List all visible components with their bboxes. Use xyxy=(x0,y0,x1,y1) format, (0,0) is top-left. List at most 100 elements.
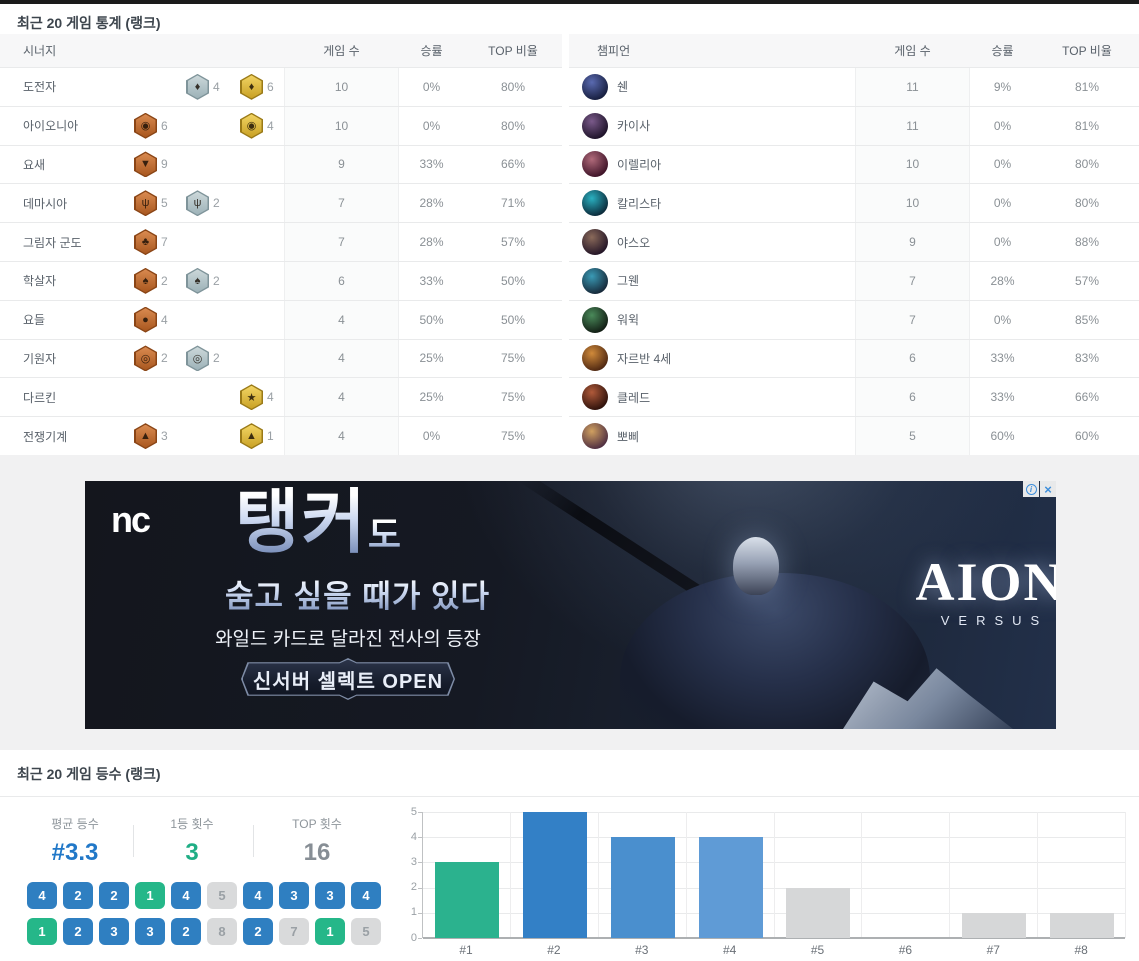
synergy-games-cell: 9 xyxy=(284,145,399,184)
champion-name-label: 쉔 xyxy=(617,80,629,95)
champion-winrate-cell: 33% xyxy=(990,351,1015,366)
chart-y-tick xyxy=(418,862,422,864)
champion-top-cell: 81% xyxy=(1074,79,1100,94)
demacia-trait-icon: ψ xyxy=(193,197,202,210)
recent-placements-section: 최근 20 게임 등수 (랭크) 평균 등수 #3.3 1등 횟수 3 TOP … xyxy=(0,750,1139,961)
champion-header-top: TOP 비율 xyxy=(1062,44,1112,58)
ionia-trait-icon: ◉ xyxy=(240,112,263,139)
stats-section-title: 최근 20 게임 통계 (랭크) xyxy=(17,15,161,31)
trait-badge-bg xyxy=(135,346,156,370)
chart-x-axis-label: #4 xyxy=(722,943,737,957)
chart-bar xyxy=(610,837,675,938)
placement-badge: 4 xyxy=(351,882,381,909)
champion-top-cell: 57% xyxy=(1074,273,1100,288)
yordle-trait-icon: ● xyxy=(142,313,149,326)
trait-badge-bg xyxy=(135,269,156,293)
trait-badge-bg xyxy=(135,191,156,215)
chart-y-tick xyxy=(418,912,422,914)
synergy-games-cell: 4 xyxy=(284,339,399,378)
placement-badge: 1 xyxy=(315,918,345,945)
champion-winrate-cell: 33% xyxy=(990,390,1015,405)
trait-badge: ♣ 7 xyxy=(134,229,168,256)
first-place-label: 1등 횟수 xyxy=(170,817,214,831)
champion-winrate-cell: 9% xyxy=(993,79,1012,94)
juggernaut-trait-icon: ▲ xyxy=(140,430,151,443)
trait-badge: ◎ 2 xyxy=(186,345,220,372)
synergy-winrate-cell: 50% xyxy=(419,312,444,327)
synergy-table-header: 시너지 게임 수 승률 TOP 비율 xyxy=(0,34,562,67)
trait-badge-bg xyxy=(187,346,208,370)
champion-games-cell: 10 xyxy=(855,145,970,184)
chart-x-axis-label: #6 xyxy=(898,943,913,957)
chart-y-axis-label: 5 xyxy=(410,805,417,818)
synergy-top-cell: 66% xyxy=(500,157,526,172)
shadow-isles-trait-icon: ♣ xyxy=(141,236,150,249)
champion-winrate-cell: 0% xyxy=(993,118,1012,133)
ad-close-glyph: × xyxy=(1044,481,1052,497)
synergy-name: 요새 ▼ 9 xyxy=(0,146,284,184)
champion-name-label: 자르반 4세 xyxy=(617,351,672,366)
synergy-top-cell: 75% xyxy=(500,351,526,366)
champion-table-row: 카이사 11 0% 81% xyxy=(569,105,1139,145)
ad-banner[interactable]: nc 탱커 도 숨고 싶을 때가 있다 와일드 카드로 달라진 전사의 등장 신… xyxy=(85,481,1056,729)
trait-badge-bg xyxy=(241,114,262,138)
trait-badge: ◉ 6 xyxy=(134,112,168,139)
synergy-winrate-cell: 25% xyxy=(419,390,444,405)
synergy-name-label: 아이오니아 xyxy=(23,119,79,134)
synergy-name-label: 데마시아 xyxy=(23,196,68,211)
juggernaut-trait-icon: ▲ xyxy=(246,430,257,443)
chart-y-axis-label: 3 xyxy=(410,855,417,868)
invoker-trait-icon: ◎ xyxy=(134,345,157,372)
champion-name-label: 클레드 xyxy=(617,390,651,405)
synergy-header-games: 게임 수 xyxy=(323,44,360,58)
avg-rank-label: 평균 등수 xyxy=(51,817,99,831)
synergy-top-cell: 80% xyxy=(500,79,526,94)
champion-name-label: 뽀삐 xyxy=(617,429,640,444)
trait-badge-count: 4 xyxy=(267,390,274,405)
synergy-winrate-cell: 28% xyxy=(419,235,444,250)
synergy-table-row: 요들 ● 4 4 50% 50% xyxy=(0,299,562,339)
synergy-name-label: 학살자 xyxy=(23,274,57,289)
synergy-games-cell: 4 xyxy=(284,378,399,417)
trait-badge-count: 3 xyxy=(161,429,168,444)
aion-logo: AION VERSUS xyxy=(878,555,1056,628)
synergy-games-cell: 7 xyxy=(284,223,399,261)
trait-badge-bg xyxy=(187,75,208,99)
synergy-table-row: 요새 ▼ 9 9 33% 66% xyxy=(0,144,562,184)
ad-info-icon[interactable]: i xyxy=(1023,481,1039,497)
trait-badge-bg xyxy=(135,230,156,254)
trait-badge-bg xyxy=(241,385,262,409)
placement-badge: 1 xyxy=(27,918,57,945)
chart-y-tick xyxy=(418,887,422,889)
champion-name-cell: 자르반 4세 xyxy=(569,340,855,378)
champion-winrate-cell: 0% xyxy=(993,235,1012,250)
synergy-table-row: 학살자 ♠ 2 ♠ 2 6 33% 50% xyxy=(0,260,562,300)
champion-winrate-cell: 28% xyxy=(990,273,1015,288)
trait-badge-bg xyxy=(135,308,156,332)
synergy-name: 아이오니아 ◉ 6 ◉ 4 xyxy=(0,107,284,145)
champion-top-cell: 85% xyxy=(1074,312,1100,327)
invoker-trait-icon: ◎ xyxy=(186,345,209,372)
chart-y-tick xyxy=(418,837,422,839)
bastion-trait-icon: ▼ xyxy=(140,158,151,171)
chart-y-axis-label: 0 xyxy=(410,931,417,944)
ionia-trait-icon: ◉ xyxy=(246,120,257,133)
synergy-winrate-cell: 25% xyxy=(419,351,444,366)
synergy-rows: 도전자 ♦ 4 ♦ 6 10 0% 80% 아이오니아 ◉ 6 ◉ 4 10 0% 80% 요새 ▼ 9 9 33% 66… xyxy=(0,67,562,455)
champion-games-cell: 7 xyxy=(855,261,970,300)
champion-top-cell: 80% xyxy=(1074,157,1100,172)
chart-bar xyxy=(434,862,499,938)
ad-close-icon[interactable]: × xyxy=(1040,481,1056,497)
ad-cta-button[interactable]: 신서버 셀렉트 OPEN xyxy=(241,658,455,700)
chart-gridline-v xyxy=(1037,812,1039,938)
trait-badge-bg xyxy=(135,424,156,448)
chart-y-tick xyxy=(418,812,422,813)
avg-rank-stat: 평균 등수 #3.3 xyxy=(51,815,99,867)
chart-y-axis-label: 2 xyxy=(410,881,417,894)
synergy-winrate-cell: 33% xyxy=(419,273,444,288)
champion-rows: 쉔 11 9% 81% 카이사 11 0% 81% 이렐리아 10 0% 80% 칼리스타 10 0% 80%… xyxy=(569,67,1139,455)
slayer-trait-icon: ♠ xyxy=(194,274,201,287)
